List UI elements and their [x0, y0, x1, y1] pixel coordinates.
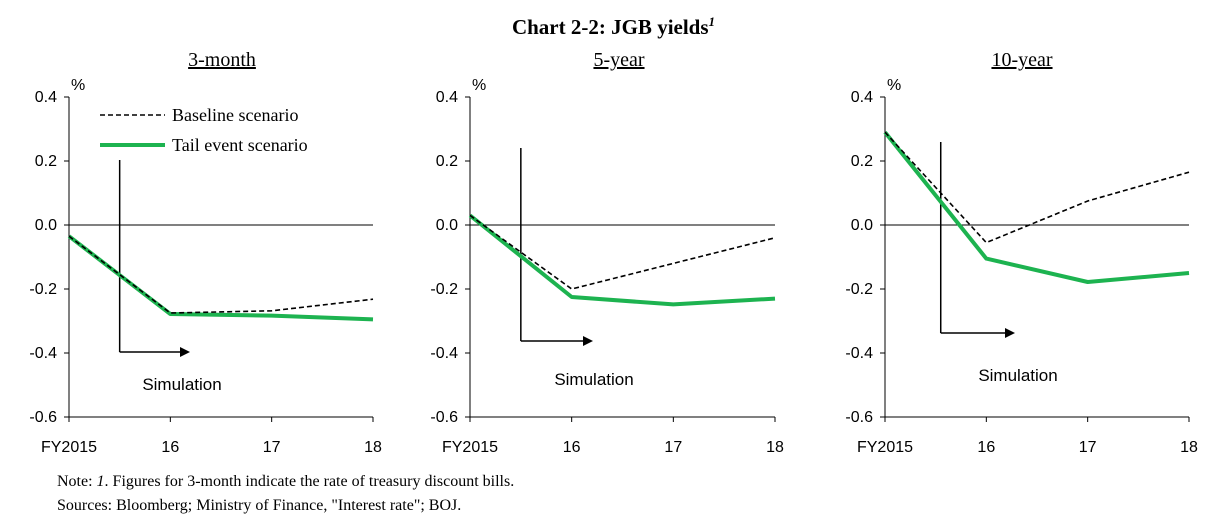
x-tick-label: 18 — [364, 439, 382, 456]
x-tick-label: FY2015 — [442, 439, 498, 456]
y-unit-label: % — [887, 77, 901, 94]
note-text: . Figures for 3-month indicate the rate … — [104, 473, 515, 490]
legend-baseline-label: Baseline scenario — [172, 105, 298, 125]
y-tick-label: -0.6 — [430, 409, 458, 426]
chart-note: Note: 1. Figures for 3-month indicate th… — [57, 470, 514, 518]
y-tick-label: 0.2 — [35, 153, 57, 170]
y-unit-label: % — [71, 77, 85, 94]
baseline-series-line — [884, 131, 1190, 244]
y-tick-label: -0.6 — [845, 409, 873, 426]
y-tick-label: -0.4 — [430, 345, 458, 362]
tail-event-series-line — [883, 130, 1190, 284]
x-tick-label: 18 — [766, 439, 784, 456]
y-tick-label: 0.2 — [436, 153, 458, 170]
y-tick-label: -0.4 — [29, 345, 57, 362]
panel-10-year: 10-year% 0.4 0.2 0.0 -0.2 -0.4 -0.6 FY2015 16 17 1… — [845, 49, 1198, 456]
x-tick-label: FY2015 — [41, 439, 97, 456]
baseline-series-line — [68, 235, 374, 314]
panel-title: 5-year — [593, 49, 644, 71]
y-tick-label: -0.4 — [845, 345, 873, 362]
y-unit-label: % — [472, 77, 486, 94]
note-line-1: Note: 1. Figures for 3-month indicate th… — [57, 470, 514, 494]
y-tick-label: -0.2 — [845, 281, 873, 298]
y-tick-label: 0.4 — [35, 89, 57, 106]
panel-5-year: 5-year% 0.4 0.2 0.0 -0.2 -0.4 -0.6 FY2015 16 17 18… — [430, 49, 784, 456]
simulation-arrow-head — [1005, 328, 1015, 338]
x-tick-label: FY2015 — [857, 439, 913, 456]
chart-title: Chart 2-2: JGB yields1 — [0, 14, 1227, 40]
y-tick-label: 0.0 — [35, 217, 57, 234]
tail-event-series-line — [67, 234, 374, 322]
x-tick-label: 17 — [1079, 439, 1097, 456]
x-tick-label: 18 — [1180, 439, 1198, 456]
note-prefix: Note: — [57, 473, 97, 490]
y-tick-label: -0.2 — [29, 281, 57, 298]
x-tick-label: 17 — [263, 439, 281, 456]
y-tick-label: 0.2 — [851, 153, 873, 170]
panel-3-month: 3-month% 0.4 0.2 0.0 -0.2 -0.4 -0.6 FY2015 16 17 1… — [29, 49, 382, 456]
tail-event-series-line — [468, 213, 776, 307]
chart-title-text: Chart 2-2: JGB yields — [511, 15, 709, 39]
baseline-series-line — [469, 214, 776, 290]
y-tick-label: 0.4 — [436, 89, 458, 106]
simulation-arrow-head — [583, 336, 593, 346]
y-tick-label: -0.6 — [29, 409, 57, 426]
simulation-arrow-head — [180, 347, 190, 357]
simulation-label: Simulation — [142, 375, 221, 394]
panel-title: 10-year — [991, 49, 1052, 71]
legend-tail-label: Tail event scenario — [172, 135, 308, 155]
note-footnote-mark: 1 — [96, 473, 105, 490]
x-tick-label: 16 — [977, 439, 995, 456]
x-tick-label: 17 — [664, 439, 682, 456]
y-tick-label: 0.0 — [851, 217, 873, 234]
note-line-2: Sources: Bloomberg; Ministry of Finance,… — [57, 497, 462, 514]
chart-title-footnote-mark: 1 — [708, 14, 716, 29]
x-tick-label: 16 — [563, 439, 581, 456]
y-tick-label: 0.4 — [851, 89, 873, 106]
y-tick-label: -0.2 — [430, 281, 458, 298]
simulation-label: Simulation — [978, 366, 1057, 385]
simulation-label: Simulation — [554, 370, 633, 389]
panel-title: 3-month — [188, 49, 256, 71]
y-tick-label: 0.0 — [436, 217, 458, 234]
x-tick-label: 16 — [161, 439, 179, 456]
legend: Baseline scenario Tail event scenario — [100, 105, 308, 155]
